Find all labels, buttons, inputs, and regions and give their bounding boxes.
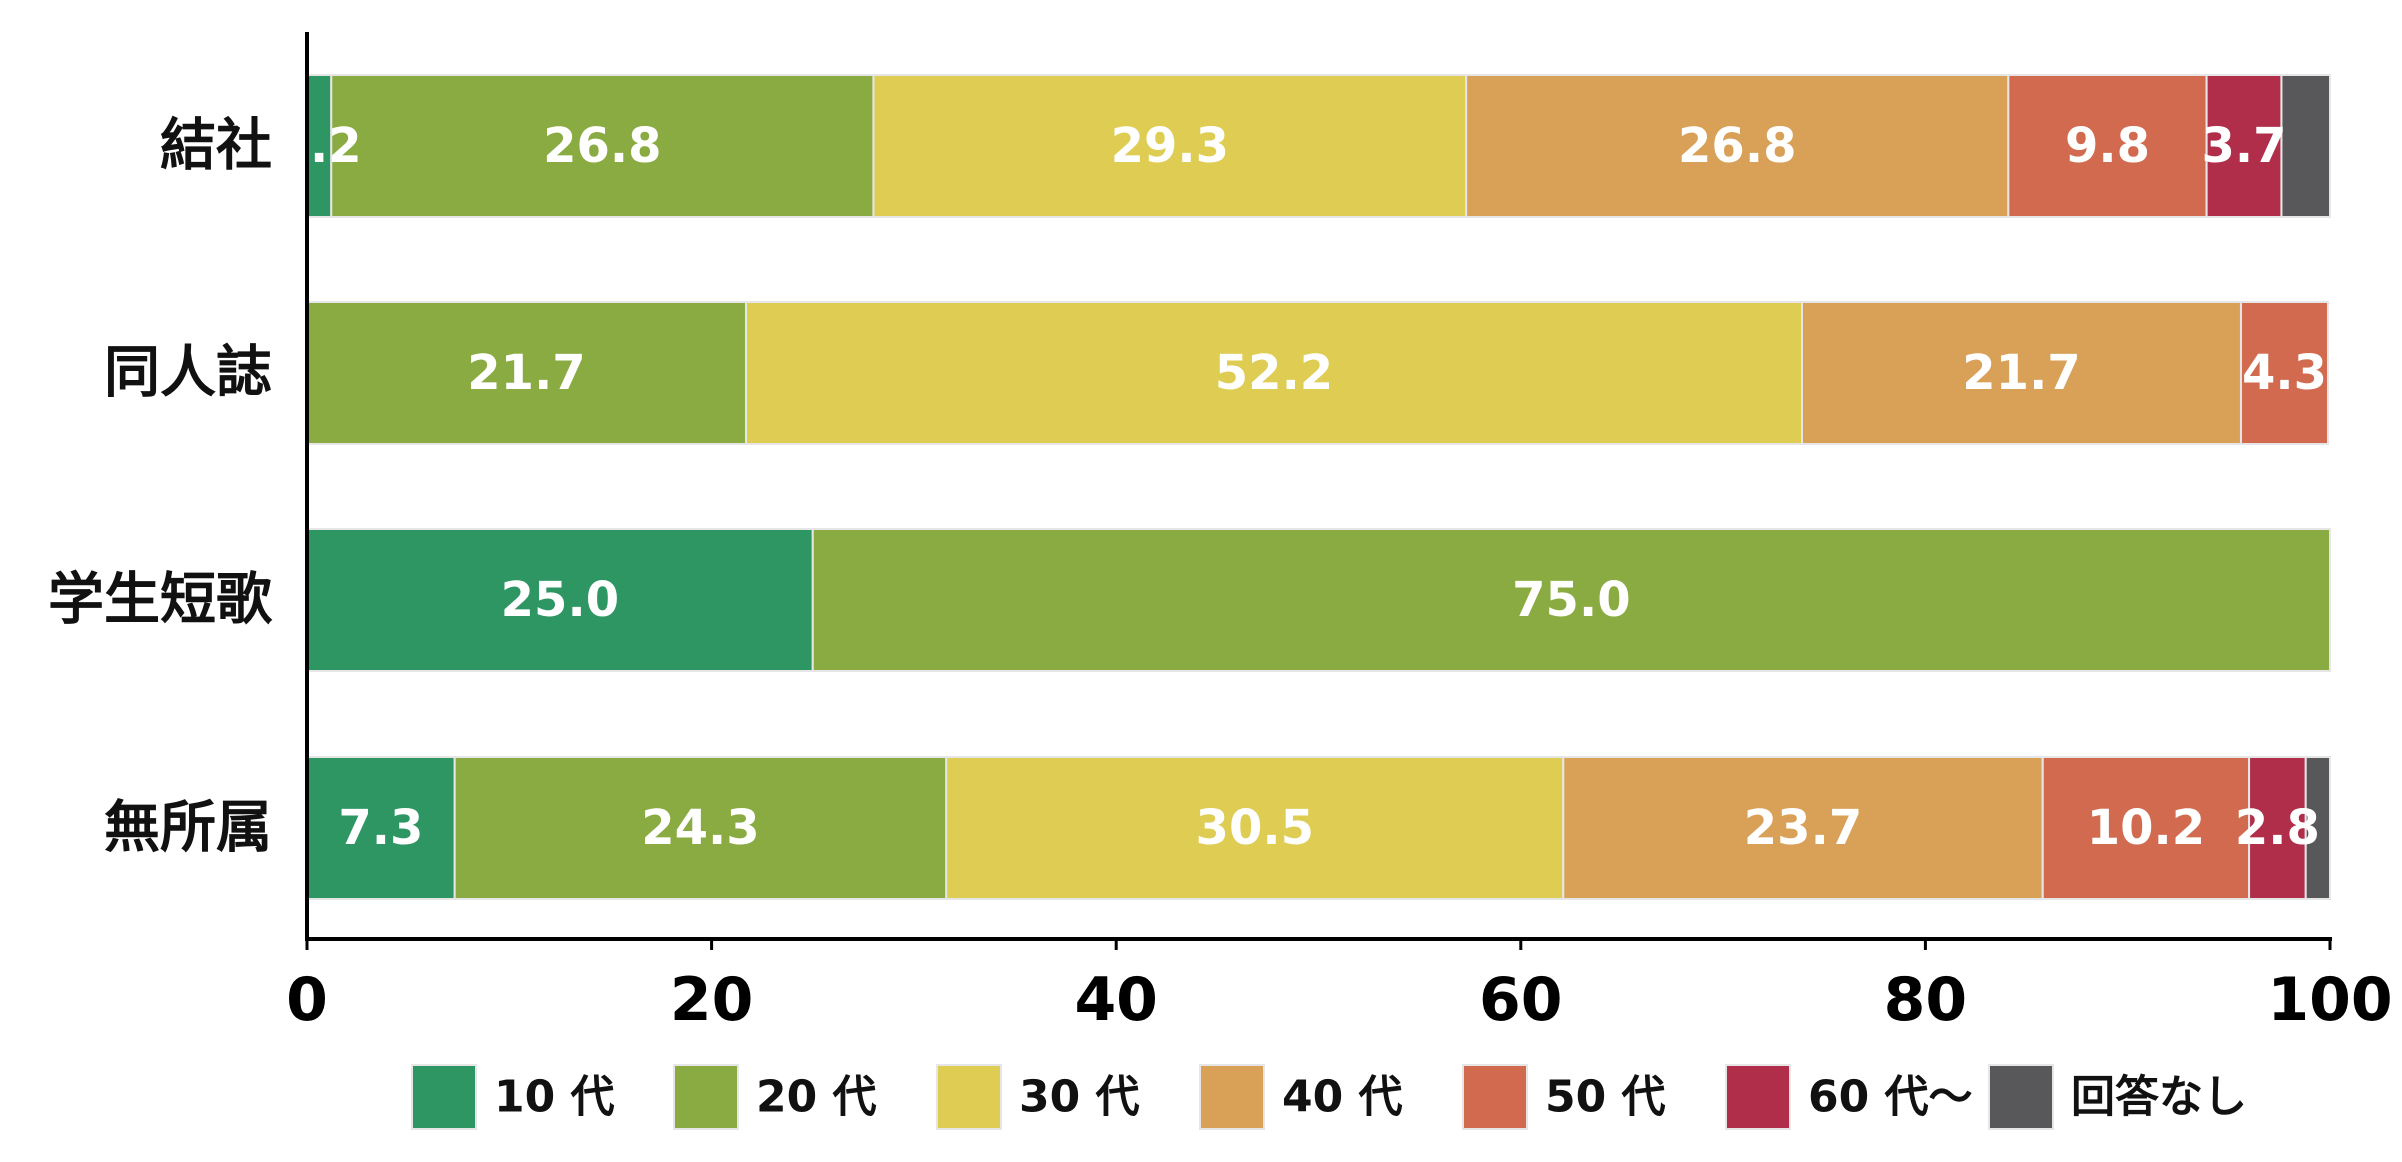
category-label: 結社 xyxy=(160,114,272,179)
bar-value-label: 2.8 xyxy=(2235,800,2320,856)
bar-segment xyxy=(872,74,1468,218)
bar-segment xyxy=(306,301,747,445)
x-tick-label: 0 xyxy=(286,965,328,1035)
bar-segment xyxy=(1800,301,2242,445)
bar-value-label: 1.2 xyxy=(277,118,362,174)
x-tick-label: 60 xyxy=(1479,965,1563,1035)
bar-segment xyxy=(945,756,1565,900)
bar-segment xyxy=(2248,756,2307,900)
bar-segment xyxy=(1562,756,2044,900)
bar-segment xyxy=(2239,301,2329,445)
value-labels-group: 1.2 26.8 29.3 26.8 9.8 3.7 21.7 52.2 21.7 4.3 25.0… xyxy=(277,118,2327,856)
bar-value-label: 29.3 xyxy=(1111,118,1229,174)
bar-value-label: 26.8 xyxy=(543,118,661,174)
bar-segment xyxy=(330,74,875,218)
legend-label: 20 代 xyxy=(756,1072,877,1123)
bar-segment xyxy=(2007,74,2208,218)
bar-value-label: 21.7 xyxy=(1962,345,2080,401)
legend-swatch xyxy=(1199,1064,1265,1130)
bar-segment xyxy=(453,756,948,900)
category-label: 無所属 xyxy=(104,796,272,861)
legend-label: 40 代 xyxy=(1282,1072,1403,1123)
bar-segment xyxy=(2280,74,2331,218)
bar-segment xyxy=(1465,74,2010,218)
legend-label: 回答なし xyxy=(2071,1072,2247,1123)
bar-segment xyxy=(306,756,456,900)
legend-swatch xyxy=(1725,1064,1791,1130)
bar-value-label: 52.2 xyxy=(1215,345,1333,401)
category-label: 学生短歌 xyxy=(48,568,273,633)
legend-label: 50 代 xyxy=(1545,1072,1666,1123)
legend-swatch xyxy=(1462,1064,1528,1130)
bar-segment xyxy=(811,528,2331,672)
x-tick-label: 40 xyxy=(1074,965,1158,1035)
legend-label: 10 代 xyxy=(494,1072,615,1123)
bar-segment xyxy=(744,301,1803,445)
x-tick-label: 20 xyxy=(670,965,754,1035)
bar-value-label: 24.3 xyxy=(641,800,759,856)
legend-swatch xyxy=(673,1064,739,1130)
axes-group xyxy=(305,32,2332,941)
bar-value-label: 7.3 xyxy=(338,800,423,856)
category-label: 同人誌 xyxy=(104,341,272,406)
bar-value-label: 23.7 xyxy=(1744,800,1862,856)
legend-label: 60 代〜 xyxy=(1808,1072,1973,1123)
bar-value-label: 25.0 xyxy=(501,572,619,628)
x-tick-label: 100 xyxy=(2267,965,2392,1035)
bar-value-label: 21.7 xyxy=(467,345,585,401)
bar-segment xyxy=(2304,756,2332,900)
x-tick-label: 80 xyxy=(1884,965,1968,1035)
bar-value-label: 75.0 xyxy=(1512,572,1630,628)
legend-swatch xyxy=(936,1064,1002,1130)
bar-value-label: 30.5 xyxy=(1196,800,1314,856)
x-ticks-group: 0 20 40 60 80 100 xyxy=(286,939,2393,1035)
bar-segment xyxy=(2041,756,2251,900)
bar-value-label: 3.7 xyxy=(2202,118,2287,174)
legend-label: 30 代 xyxy=(1019,1072,1140,1123)
legend-swatch xyxy=(411,1064,477,1130)
bar-value-label: 10.2 xyxy=(2087,800,2205,856)
legend: 10 代 20 代 30 代 40 代 50 代 60 代〜 回答なし xyxy=(411,1064,2247,1130)
bar-value-label: 26.8 xyxy=(1678,118,1796,174)
legend-swatch xyxy=(1988,1064,2054,1130)
bar-value-label: 9.8 xyxy=(2065,118,2150,174)
bars-group xyxy=(306,74,2332,900)
bar-segment xyxy=(2205,74,2283,218)
bar-value-label: 4.3 xyxy=(2242,345,2327,401)
